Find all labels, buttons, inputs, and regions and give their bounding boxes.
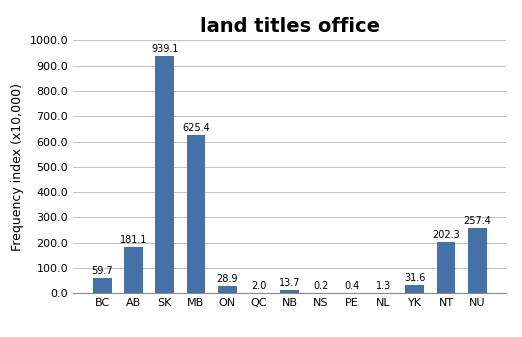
Text: 28.9: 28.9 bbox=[217, 274, 238, 284]
Text: 939.1: 939.1 bbox=[151, 44, 179, 54]
Text: 31.6: 31.6 bbox=[404, 273, 425, 283]
Bar bbox=[436, 242, 455, 293]
Bar bbox=[218, 286, 236, 293]
Bar bbox=[124, 247, 143, 293]
Bar bbox=[93, 278, 112, 293]
Bar bbox=[406, 285, 424, 293]
Text: 202.3: 202.3 bbox=[432, 230, 460, 240]
Text: 0.2: 0.2 bbox=[313, 281, 329, 291]
Bar bbox=[186, 135, 205, 293]
Title: land titles office: land titles office bbox=[200, 17, 379, 36]
Text: 1.3: 1.3 bbox=[376, 281, 391, 291]
Text: 625.4: 625.4 bbox=[182, 123, 210, 133]
Text: 181.1: 181.1 bbox=[120, 236, 147, 245]
Text: 2.0: 2.0 bbox=[251, 281, 266, 290]
Text: 257.4: 257.4 bbox=[464, 216, 491, 226]
Text: 13.7: 13.7 bbox=[279, 278, 301, 288]
Text: 59.7: 59.7 bbox=[91, 266, 113, 276]
Bar bbox=[468, 228, 487, 293]
Y-axis label: Frequency index (x10,000): Frequency index (x10,000) bbox=[11, 83, 24, 251]
Text: 0.4: 0.4 bbox=[345, 281, 360, 291]
Bar bbox=[155, 56, 174, 293]
Bar bbox=[280, 290, 299, 293]
